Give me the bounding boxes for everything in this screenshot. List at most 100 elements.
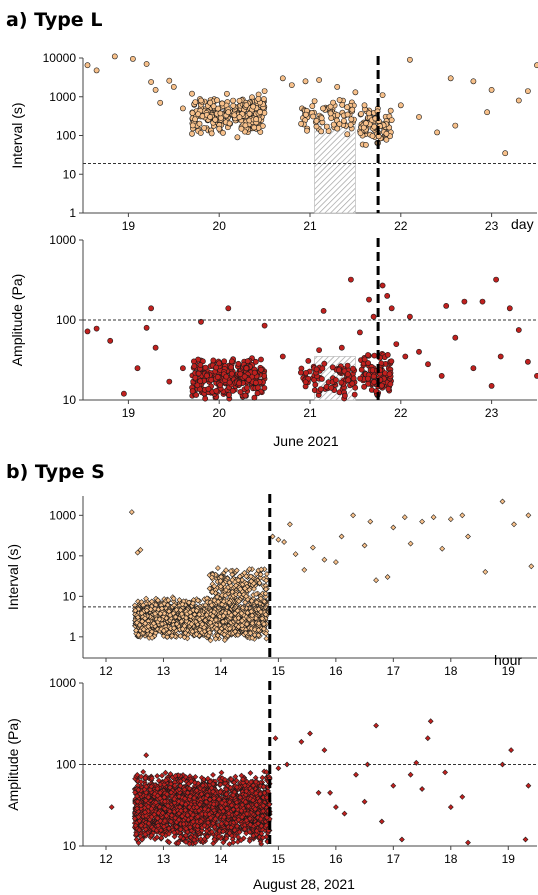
y-axis-label: Amplitude (Pa) — [5, 718, 21, 811]
data-point — [197, 130, 204, 136]
data-point — [121, 390, 127, 397]
data-point — [350, 365, 356, 372]
data-point — [347, 121, 354, 128]
data-point — [482, 569, 489, 575]
data-point — [312, 381, 319, 388]
data-point — [207, 114, 213, 120]
data-point — [207, 99, 214, 106]
data-point — [328, 384, 335, 391]
data-point — [430, 514, 437, 521]
x-tick-label: 12 — [99, 664, 113, 678]
data-point — [534, 373, 538, 379]
y-tick-label: 10 — [63, 167, 77, 181]
x-tick-label: 23 — [485, 406, 499, 420]
data-point — [157, 99, 164, 106]
data-point — [225, 305, 232, 312]
data-point — [298, 120, 304, 127]
data-point — [213, 364, 220, 371]
data-point — [143, 324, 150, 331]
x-tick-label: 16 — [329, 852, 343, 866]
data-point — [356, 329, 363, 336]
data-point — [255, 96, 262, 102]
y-tick-label: 10 — [63, 393, 77, 407]
x-tick-label: 19 — [502, 852, 516, 866]
data-point — [416, 348, 422, 355]
data-point — [236, 97, 243, 104]
data-point — [216, 360, 222, 367]
data-point — [384, 351, 391, 358]
x-tick-label: 13 — [157, 852, 171, 866]
data-point — [447, 516, 454, 523]
data-point — [219, 100, 226, 107]
y-axis-label: Amplitude (Pa) — [9, 274, 25, 367]
data-point — [247, 770, 254, 776]
data-point — [310, 544, 316, 551]
data-point — [213, 387, 220, 394]
data-point — [303, 369, 309, 376]
y-tick-label: 10 — [63, 839, 77, 853]
data-point — [370, 313, 377, 320]
data-point — [525, 512, 532, 519]
data-point — [461, 298, 468, 305]
data-point — [302, 78, 309, 85]
x-tick-label: 14 — [214, 664, 228, 678]
data-point — [288, 82, 295, 88]
data-point — [223, 373, 230, 380]
y-tick-label: 100 — [56, 758, 76, 772]
data-point — [128, 509, 135, 515]
data-point — [251, 124, 258, 131]
data-point — [210, 103, 217, 110]
x-tick-label: 19 — [502, 664, 516, 678]
data-point — [497, 353, 504, 360]
data-point — [159, 772, 165, 779]
data-point — [367, 518, 374, 525]
data-point — [148, 305, 154, 312]
data-point — [236, 114, 243, 121]
data-point — [387, 381, 394, 387]
data-point — [350, 375, 357, 382]
data-point — [252, 358, 259, 365]
data-point — [279, 75, 286, 82]
data-point — [465, 533, 471, 540]
data-point — [210, 772, 216, 778]
data-point — [309, 103, 316, 109]
data-point — [257, 109, 263, 115]
x-tick-label: 18 — [444, 664, 458, 678]
data-point — [208, 376, 215, 383]
data-point — [242, 122, 249, 129]
x-tick-label: 13 — [157, 664, 171, 678]
data-point — [166, 77, 173, 84]
data-point — [313, 366, 320, 373]
data-point — [406, 56, 413, 63]
data-point — [334, 125, 341, 132]
data-point — [416, 114, 422, 120]
data-point — [383, 136, 390, 143]
data-point — [217, 382, 224, 388]
data-point — [226, 379, 233, 386]
data-point — [362, 141, 369, 148]
data-point — [250, 103, 257, 110]
data-point — [525, 88, 531, 94]
data-point — [228, 364, 234, 371]
data-point — [302, 111, 309, 118]
data-point — [357, 375, 363, 382]
data-point — [84, 62, 91, 69]
y-tick-label: 1000 — [49, 508, 76, 522]
data-point — [525, 358, 531, 365]
data-point — [196, 120, 203, 127]
data-point — [365, 360, 371, 366]
data-point — [198, 97, 204, 104]
data-point — [336, 121, 343, 127]
data-point — [190, 358, 197, 365]
x-tick-label: 17 — [387, 664, 401, 678]
data-point — [254, 384, 261, 391]
data-point — [210, 357, 217, 364]
data-point — [238, 125, 245, 132]
data-point — [329, 364, 336, 371]
data-point — [244, 384, 250, 391]
data-point — [107, 337, 114, 344]
data-point — [170, 84, 177, 90]
x-tick-label: 21 — [303, 406, 317, 420]
data-point — [511, 521, 517, 528]
data-point — [434, 129, 440, 136]
